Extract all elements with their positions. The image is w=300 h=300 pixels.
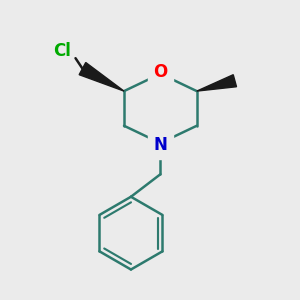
Polygon shape: [79, 62, 124, 91]
Text: N: N: [154, 136, 167, 154]
Text: O: O: [153, 63, 167, 81]
Polygon shape: [197, 75, 236, 91]
Text: Cl: Cl: [53, 42, 70, 60]
